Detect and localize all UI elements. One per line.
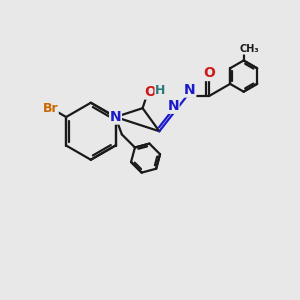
Text: H: H: [155, 84, 166, 97]
Text: N: N: [167, 99, 179, 113]
Text: Br: Br: [43, 102, 58, 115]
Text: O: O: [203, 67, 215, 80]
Text: N: N: [184, 83, 196, 97]
Text: CH₃: CH₃: [240, 44, 260, 54]
Text: N: N: [110, 110, 121, 124]
Text: O: O: [144, 85, 156, 99]
